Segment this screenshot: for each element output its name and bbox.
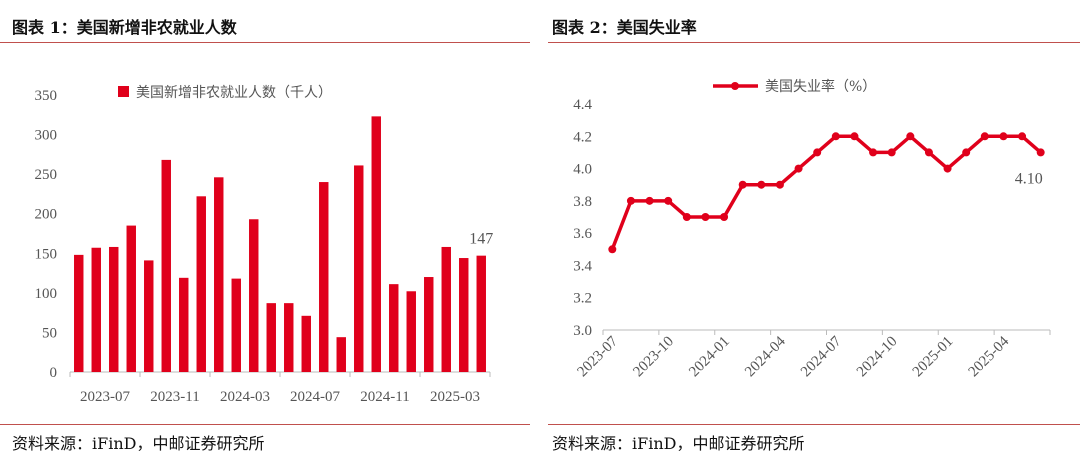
right-title-rule [548, 42, 1080, 43]
point-2025-04 [999, 132, 1008, 141]
y-tick-label: 100 [35, 286, 58, 302]
point-2024-06 [813, 148, 822, 157]
point-2024-04 [775, 180, 784, 189]
y-tick-label: 250 [35, 167, 58, 183]
point-2024-03 [757, 180, 766, 189]
y-tick-label: 3.2 [573, 291, 592, 307]
left-source-rule [0, 424, 530, 425]
point-2025-06 [1036, 148, 1045, 157]
bar-2024-06 [266, 303, 276, 372]
bar-2024-03 [214, 177, 224, 372]
bar-2023-12 [161, 159, 171, 372]
point-2024-02 [738, 180, 747, 189]
legend-swatch [118, 86, 129, 97]
point-2025-05 [1018, 132, 1027, 141]
point-2023-07 [608, 245, 617, 254]
bar-2024-12 [371, 116, 381, 373]
y-tick-label: 350 [35, 88, 58, 104]
bar-2023-11 [144, 260, 154, 372]
point-2023-10 [664, 196, 673, 205]
x-tick-label: 2023-07 [80, 389, 130, 405]
bar-2023-07 [74, 254, 84, 372]
right-chart-title: 图表 2：美国失业率 [552, 18, 697, 37]
data-label: 147 [469, 231, 493, 248]
bar-2023-09 [109, 246, 119, 372]
x-tick-label: 2025-01 [910, 334, 957, 381]
legend-label: 美国失业率（%） [765, 78, 876, 95]
left-source: 资料来源：iFinD，中邮证券研究所 [12, 434, 265, 453]
bar-2024-10 [336, 337, 346, 372]
x-tick-label: 2024-07 [290, 389, 340, 405]
legend-marker [731, 82, 739, 90]
x-tick-label: 2024-10 [854, 334, 901, 381]
data-label: 4.10 [1015, 170, 1043, 187]
y-tick-label: 200 [35, 207, 58, 223]
bar-2025-04 [441, 246, 451, 372]
y-tick-label: 300 [35, 128, 58, 144]
x-tick-label: 2023-10 [630, 334, 677, 381]
left-title-rule [0, 42, 530, 43]
point-2024-01 [720, 213, 729, 221]
x-tick-label: 2024-01 [686, 334, 733, 381]
point-2024-12 [924, 148, 933, 157]
bar-2024-02 [196, 196, 206, 372]
bar-2024-07 [284, 303, 294, 372]
point-2024-09 [869, 148, 878, 157]
bar-2024-01 [179, 277, 189, 372]
x-tick-label: 2023-07 [574, 333, 621, 380]
bar-2024-11 [354, 165, 364, 372]
point-2024-08 [850, 132, 859, 141]
point-2024-05 [794, 164, 803, 173]
x-tick-label: 2024-03 [220, 389, 270, 405]
bar-2023-08 [91, 247, 101, 372]
x-tick-label: 2024-11 [360, 389, 409, 405]
point-2025-01 [943, 164, 952, 173]
bar-2025-05 [459, 258, 469, 372]
y-tick-label: 4.4 [573, 97, 592, 113]
bar-2025-06 [476, 255, 486, 372]
bar-2025-01 [389, 284, 399, 372]
bar-2024-04 [231, 278, 241, 372]
y-tick-label: 4.0 [573, 162, 592, 178]
y-tick-label: 3.6 [573, 226, 592, 242]
y-tick-label: 3.0 [573, 323, 592, 339]
point-2025-03 [980, 132, 989, 141]
y-tick-label: 4.2 [573, 129, 592, 145]
point-2023-09 [645, 196, 654, 205]
legend-label: 美国新增非农就业人数（千人） [136, 85, 332, 101]
y-tick-label: 3.4 [573, 258, 592, 274]
x-tick-label: 2024-04 [742, 333, 789, 380]
bar-2024-08 [301, 315, 311, 372]
bar-2025-02 [406, 291, 416, 372]
point-2024-07 [831, 132, 840, 141]
bar-2024-05 [249, 219, 259, 372]
x-tick-label: 2025-04 [966, 333, 1013, 380]
y-tick-label: 0 [50, 365, 58, 381]
left-chart-title: 图表 1：美国新增非农就业人数 [12, 18, 237, 37]
right-source-rule [548, 424, 1080, 425]
right-source: 资料来源：iFinD，中邮证券研究所 [552, 434, 805, 453]
bar-2024-09 [319, 182, 329, 372]
bar-2025-03 [424, 277, 434, 372]
point-2024-11 [906, 132, 915, 141]
point-2025-02 [962, 148, 971, 157]
x-tick-label: 2024-07 [798, 333, 845, 380]
point-2024-10 [887, 148, 896, 157]
y-tick-label: 150 [35, 246, 58, 262]
x-tick-label: 2025-03 [430, 389, 480, 405]
bar-2023-10 [126, 225, 136, 372]
y-tick-label: 50 [42, 325, 57, 341]
point-2023-11 [682, 213, 691, 221]
x-tick-label: 2023-11 [150, 389, 199, 405]
series-line [610, 133, 1042, 250]
y-tick-label: 3.8 [573, 194, 592, 210]
point-2023-12 [701, 213, 710, 221]
point-2023-08 [626, 196, 635, 205]
